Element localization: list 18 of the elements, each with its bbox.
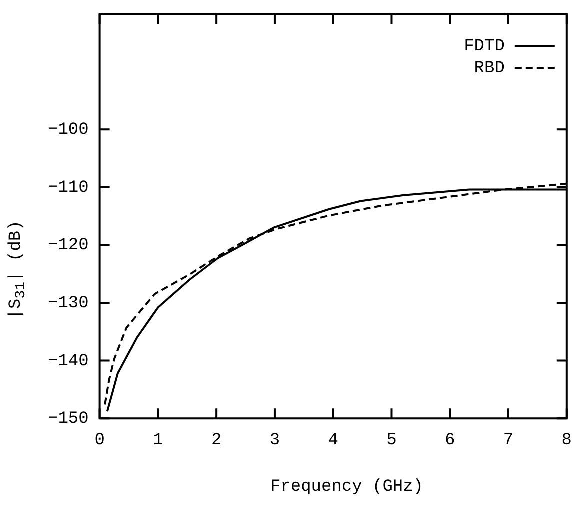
x-tick-label: 0 (94, 431, 105, 450)
legend-label: RBD (474, 60, 505, 78)
y-tick-label: −150 (48, 410, 89, 430)
x-tick-label: 1 (153, 431, 164, 450)
legend-label: FDTD (464, 38, 505, 56)
y-tick-label: −120 (48, 236, 89, 256)
x-tick-label: 3 (270, 431, 280, 450)
y-tick-label: −140 (48, 352, 89, 372)
x-axis-title: Frequency (GHz) (269, 478, 425, 497)
x-tick-label: 2 (211, 431, 222, 450)
x-tick-label: 4 (328, 431, 338, 450)
y-tick-label: −110 (48, 178, 89, 198)
x-tick-label: 6 (445, 431, 456, 450)
x-tick-label: 8 (562, 431, 572, 450)
x-tick-label: 7 (503, 431, 514, 450)
x-tick-label: 5 (386, 431, 397, 450)
y-tick-label: −100 (48, 121, 89, 140)
y-tick-label: −130 (48, 294, 89, 314)
